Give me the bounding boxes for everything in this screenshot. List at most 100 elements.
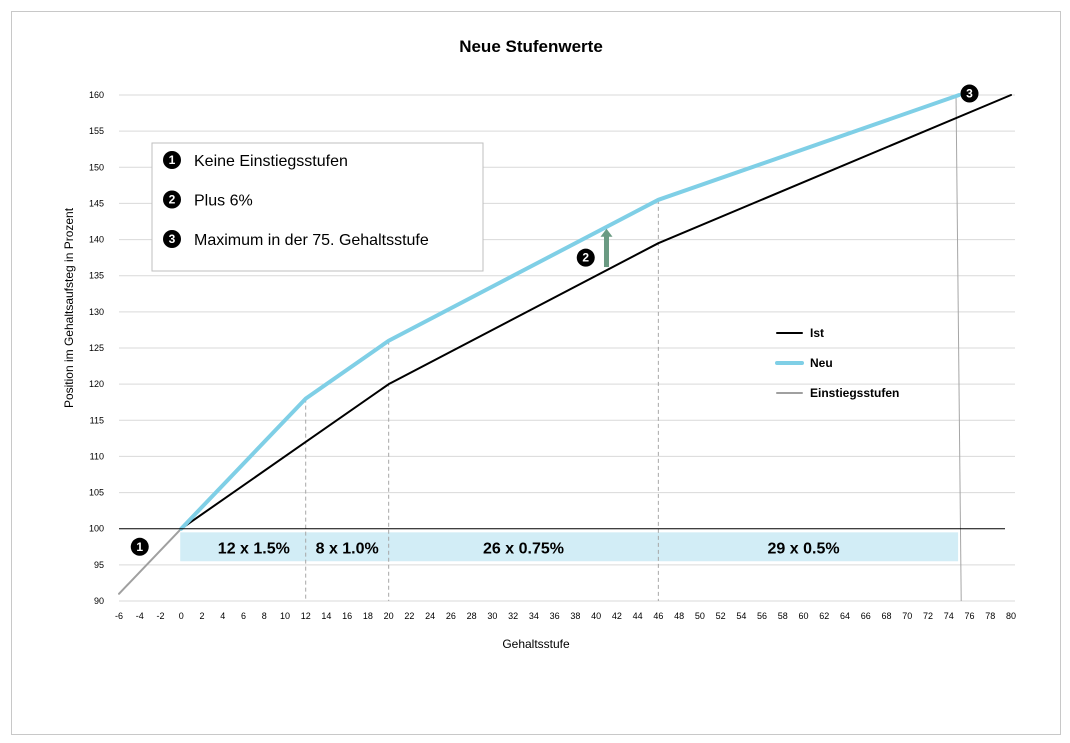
x-tick-label-76: 76 bbox=[965, 611, 975, 621]
x-tick-label-34: 34 bbox=[529, 611, 539, 621]
chart-frame bbox=[11, 11, 1061, 735]
note-badge-number-3: 3 bbox=[169, 232, 176, 246]
legend-label-einstiegsstufen: Einstiegsstufen bbox=[810, 386, 899, 400]
note-badge-number-2: 2 bbox=[169, 193, 176, 207]
axes: 9095100105110115120125130135140145150155… bbox=[89, 90, 1016, 621]
x-tick-label-12: 12 bbox=[301, 611, 311, 621]
y-tick-label-120: 120 bbox=[89, 379, 104, 389]
x-tick-label-6: 6 bbox=[241, 611, 246, 621]
x-tick-label-74: 74 bbox=[944, 611, 954, 621]
x-tick-label-46: 46 bbox=[653, 611, 663, 621]
y-tick-label-150: 150 bbox=[89, 162, 104, 172]
x-tick-label-44: 44 bbox=[633, 611, 643, 621]
badge-max: 3 bbox=[960, 84, 979, 103]
x-tick-label-52: 52 bbox=[716, 611, 726, 621]
note-text-1: Keine Einstiegsstufen bbox=[194, 153, 348, 170]
legend-label-neu: Neu bbox=[810, 356, 833, 370]
x-tick-label-66: 66 bbox=[861, 611, 871, 621]
x-tick-label-10: 10 bbox=[280, 611, 290, 621]
badge-entry: 1 bbox=[130, 537, 149, 556]
x-tick-label--4: -4 bbox=[136, 611, 144, 621]
legend: Ist Neu Einstiegsstufen bbox=[775, 326, 899, 400]
x-tick-label-2: 2 bbox=[199, 611, 204, 621]
x-tick-label-68: 68 bbox=[882, 611, 892, 621]
note-text-3: Maximum in der 75. Gehaltsstufe bbox=[194, 232, 429, 249]
note-badge-3 bbox=[163, 230, 181, 248]
x-tick-label-72: 72 bbox=[923, 611, 933, 621]
badge-increase-number: 2 bbox=[582, 251, 589, 265]
x-tick-label-48: 48 bbox=[674, 611, 684, 621]
badge-increase-circle bbox=[576, 248, 595, 267]
x-tick-label-70: 70 bbox=[902, 611, 912, 621]
x-tick-label-0: 0 bbox=[179, 611, 184, 621]
x-tick-label-30: 30 bbox=[487, 611, 497, 621]
series-line-neu bbox=[179, 93, 962, 531]
badge-max-circle bbox=[960, 84, 979, 103]
bands: 12 x 1.5% 8 x 1.0% 26 x 0.75% 29 x 0.5% bbox=[180, 532, 959, 562]
note-text-2: Plus 6% bbox=[194, 193, 253, 210]
x-tick-label-24: 24 bbox=[425, 611, 435, 621]
x-tick-label-4: 4 bbox=[220, 611, 225, 621]
y-tick-label-145: 145 bbox=[89, 198, 104, 208]
band-label-1: 12 x 1.5% bbox=[218, 541, 290, 558]
y-tick-label-155: 155 bbox=[89, 126, 104, 136]
band-label-2: 8 x 1.0% bbox=[316, 541, 379, 558]
y-tick-label-115: 115 bbox=[90, 415, 104, 425]
x-axis-label: Gehaltsstufe bbox=[502, 637, 570, 651]
x-tick-label--6: -6 bbox=[115, 611, 123, 621]
markers: 2 1 3 bbox=[130, 84, 979, 556]
badge-increase: 2 bbox=[576, 248, 595, 267]
x-tick-label-62: 62 bbox=[819, 611, 829, 621]
x-tick-label-26: 26 bbox=[446, 611, 456, 621]
x-tick-label-20: 20 bbox=[384, 611, 394, 621]
y-tick-label-90: 90 bbox=[94, 596, 104, 606]
y-tick-label-95: 95 bbox=[94, 560, 104, 570]
x-tick-label-56: 56 bbox=[757, 611, 767, 621]
x-tick-label-8: 8 bbox=[262, 611, 267, 621]
x-tick-label-14: 14 bbox=[321, 611, 331, 621]
x-tick-label-40: 40 bbox=[591, 611, 601, 621]
arrow-head bbox=[600, 228, 613, 237]
x-tick-label-60: 60 bbox=[799, 611, 809, 621]
max-marker-line bbox=[955, 94, 962, 602]
series-line-ist bbox=[180, 94, 1012, 530]
band-label-3: 26 x 0.75% bbox=[483, 541, 564, 558]
x-tick-label-38: 38 bbox=[570, 611, 580, 621]
note-badge-1 bbox=[163, 151, 181, 169]
y-tick-label-105: 105 bbox=[89, 488, 104, 498]
x-tick-label-42: 42 bbox=[612, 611, 622, 621]
badge-entry-number: 1 bbox=[136, 540, 143, 554]
x-tick-label-36: 36 bbox=[550, 611, 560, 621]
note-badge-number-1: 1 bbox=[169, 153, 176, 167]
x-tick-label-18: 18 bbox=[363, 611, 373, 621]
note-badge-2 bbox=[163, 190, 181, 209]
x-tick-label-22: 22 bbox=[404, 611, 414, 621]
band-label-4: 29 x 0.5% bbox=[768, 541, 840, 558]
chart-title: Neue Stufenwerte bbox=[459, 37, 603, 56]
x-tick-label-80: 80 bbox=[1006, 611, 1016, 621]
step-band bbox=[180, 532, 959, 562]
legend-label-ist: Ist bbox=[810, 326, 824, 340]
x-tick-label-58: 58 bbox=[778, 611, 788, 621]
notes-box: 1 Keine Einstiegsstufen 2 Plus 6% 3 Maximum i… bbox=[151, 142, 484, 272]
series-line-einstiegsstufen bbox=[118, 527, 183, 595]
y-tick-label-110: 110 bbox=[90, 451, 104, 461]
y-tick-label-125: 125 bbox=[89, 343, 104, 353]
x-tick-label-28: 28 bbox=[467, 611, 477, 621]
badge-entry-circle bbox=[130, 537, 149, 556]
y-axis-label: Position im Gehaltsaufsteg in Prozent bbox=[62, 207, 76, 408]
badge-max-number: 3 bbox=[966, 87, 973, 101]
series bbox=[118, 93, 1012, 595]
x-tick-label-32: 32 bbox=[508, 611, 518, 621]
arrow-shaft bbox=[603, 235, 609, 268]
y-tick-label-100: 100 bbox=[89, 524, 104, 534]
x-tick-label-78: 78 bbox=[985, 611, 995, 621]
y-tick-label-130: 130 bbox=[89, 307, 104, 317]
y-tick-label-140: 140 bbox=[89, 235, 104, 245]
x-tick-label-64: 64 bbox=[840, 611, 850, 621]
y-tick-label-135: 135 bbox=[89, 271, 104, 281]
x-tick-label-50: 50 bbox=[695, 611, 705, 621]
y-tick-label-160: 160 bbox=[89, 90, 104, 100]
x-tick-label-54: 54 bbox=[736, 611, 746, 621]
